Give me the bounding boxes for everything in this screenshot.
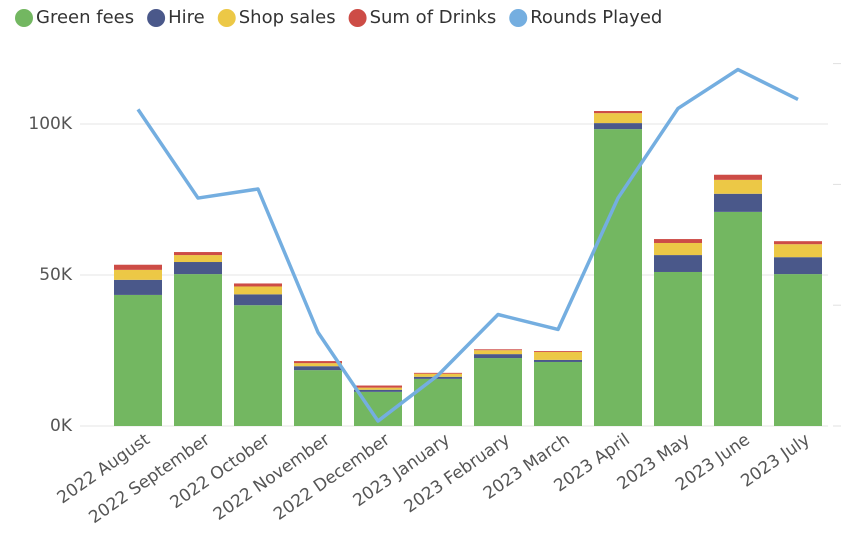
bar-segment [114,294,162,426]
bar-segment [474,358,522,426]
legend-marker [348,9,367,27]
y-tick-label: 100K [28,114,72,134]
bar-segment [174,252,222,256]
line [136,67,799,423]
bar-segment [414,376,462,379]
bar-segment [654,242,702,256]
bar-segment [534,361,582,426]
bar-segment [354,385,402,388]
legend-marker [15,9,33,27]
bar-segment [774,257,822,275]
bar-segment [114,264,162,270]
bar-segment [474,350,522,355]
bar-segment [654,239,702,243]
y-tick-label: 0K [50,416,73,436]
legend-label: Shop sales [239,7,336,28]
bar-segment [534,359,582,362]
bar-segment [354,389,402,392]
bar-segment [114,279,162,295]
x-tick-label: 2023 July [737,430,813,492]
bar-segment [294,361,342,364]
bar-segment [654,255,702,272]
bar-segment [654,271,702,426]
bar-segment [594,113,642,124]
x-tick-label: 2023 February [401,430,514,518]
bar-segment [294,363,342,367]
bar-segment [714,179,762,194]
legend-marker [147,9,166,27]
legend-label: Sum of Drinks [370,7,497,28]
bar-segment [174,274,222,426]
legend-label: Hire [168,7,205,28]
legend-label: Rounds Played [530,7,662,28]
bar-segment [714,211,762,426]
bar-segment [354,387,402,390]
bar-segment [174,255,222,263]
bar-segment [534,352,582,360]
bar-segment [174,262,222,275]
bar-segment [234,305,282,426]
bar-segment [594,123,642,130]
legend-label: Green fees [36,7,134,28]
bar-segment [594,111,642,114]
bar-segment [774,244,822,258]
bar-segment [294,366,342,371]
bar-segment [114,269,162,280]
bar-segment [714,193,762,212]
bar-segment [474,349,522,351]
bar-segment [234,283,282,287]
bar-segment [594,129,642,426]
bar-segment [774,274,822,426]
bar-segment [534,351,582,353]
bar-segment [234,286,282,295]
bar-segment [294,370,342,426]
bar-segment [474,354,522,359]
bar-segment [714,174,762,180]
y-tick-label: 50K [39,265,73,285]
legend-marker [217,9,236,27]
bar-segment [234,294,282,306]
legend-marker [509,9,528,27]
bar-segment [774,241,822,245]
